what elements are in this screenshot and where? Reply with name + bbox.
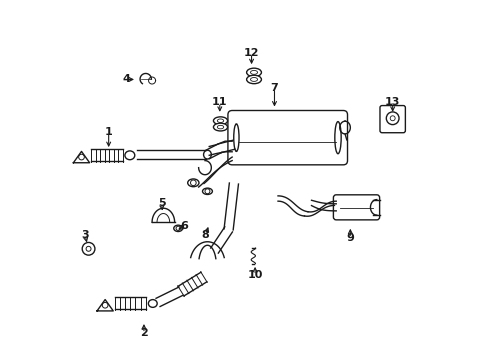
- Text: 11: 11: [212, 98, 227, 107]
- Ellipse shape: [202, 188, 212, 194]
- Text: 4: 4: [122, 75, 130, 85]
- Ellipse shape: [213, 117, 227, 125]
- FancyBboxPatch shape: [227, 111, 347, 165]
- Ellipse shape: [246, 68, 261, 77]
- Text: 6: 6: [180, 221, 188, 231]
- Ellipse shape: [334, 122, 341, 154]
- Text: 7: 7: [270, 83, 278, 93]
- Text: 12: 12: [244, 48, 259, 58]
- Ellipse shape: [148, 300, 157, 307]
- Text: 1: 1: [104, 127, 112, 138]
- Text: 2: 2: [140, 328, 147, 338]
- Ellipse shape: [213, 123, 227, 131]
- Ellipse shape: [187, 179, 199, 187]
- Text: 10: 10: [247, 270, 262, 280]
- Circle shape: [386, 112, 398, 125]
- Ellipse shape: [203, 150, 211, 159]
- Text: 8: 8: [202, 230, 209, 240]
- FancyBboxPatch shape: [333, 195, 379, 220]
- Ellipse shape: [233, 124, 239, 152]
- FancyBboxPatch shape: [379, 105, 405, 133]
- Text: 9: 9: [346, 233, 353, 243]
- Text: 13: 13: [384, 98, 400, 107]
- Ellipse shape: [173, 225, 182, 231]
- Circle shape: [82, 242, 95, 255]
- Text: 5: 5: [158, 198, 165, 208]
- Ellipse shape: [246, 75, 261, 84]
- Ellipse shape: [124, 151, 135, 160]
- Text: 3: 3: [81, 230, 89, 240]
